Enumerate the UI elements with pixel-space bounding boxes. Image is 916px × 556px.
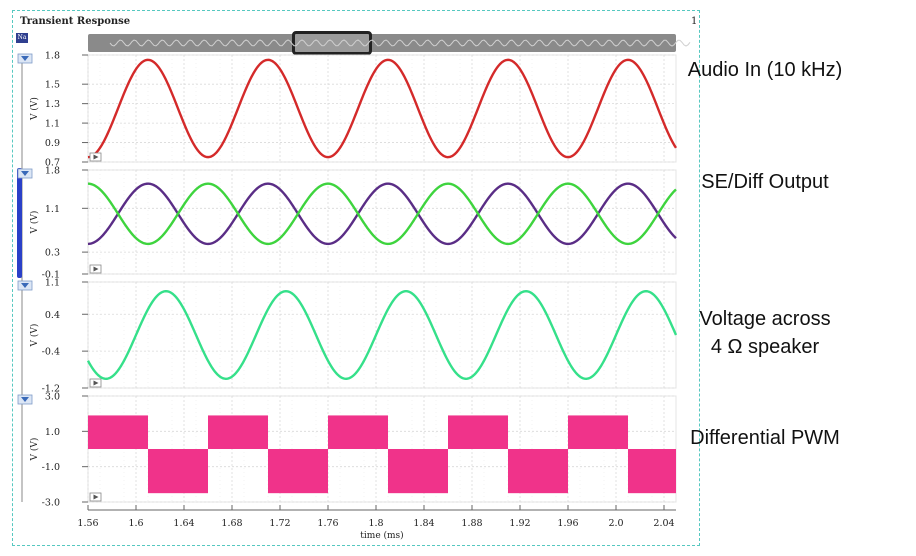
pwm-block <box>508 449 568 494</box>
y-axis-label: V (V) <box>29 324 40 348</box>
y-tick-label: 1.8 <box>45 166 60 177</box>
label-speaker-line1: Voltage across <box>699 308 831 330</box>
collapse-triangle-icon <box>21 397 29 402</box>
play-icon <box>93 266 99 272</box>
y-tick-label: -1.0 <box>42 462 60 473</box>
y-tick-label: 1.1 <box>45 204 60 215</box>
y-axis-label: V (V) <box>29 211 40 235</box>
x-tick-label: 1.68 <box>221 518 242 529</box>
pwm-block <box>88 415 148 449</box>
y-tick-label: 1.1 <box>45 119 60 130</box>
y-tick-label: 1.3 <box>45 99 60 110</box>
panel-2-area <box>87 281 677 389</box>
waveform-series-2-0 <box>86 290 678 380</box>
axis-ticks: 1.8 1.5 1.3 1.1 0.9 0.7 V (V) 1.8 1.1 0.3 -0.1 V (V… <box>17 51 676 541</box>
label-speaker-line2: 4 Ω speaker <box>710 336 820 358</box>
pwm-block <box>208 415 268 449</box>
label-se-diff-output: SE/Diff Output <box>701 171 829 193</box>
x-tick-label: 1.56 <box>77 518 98 529</box>
x-tick-label: 1.88 <box>461 518 482 529</box>
y-axis-label: V (V) <box>29 97 40 121</box>
play-icon <box>93 380 99 386</box>
pwm-block <box>448 415 508 449</box>
pwm-block <box>268 449 328 494</box>
y-tick-label: 1.8 <box>45 51 60 62</box>
pwm-block <box>628 449 676 494</box>
y-tick-label: 0.3 <box>45 248 60 259</box>
chart-frame <box>12 10 700 546</box>
y-tick-label: 1.1 <box>45 278 60 289</box>
panel-0-area <box>87 54 677 163</box>
x-tick-label: 1.64 <box>173 518 194 529</box>
x-tick-label: 1.96 <box>557 518 578 529</box>
corner-label: 1 <box>691 16 698 27</box>
y-tick-label: 1.0 <box>45 427 60 438</box>
waveforms <box>86 58 678 494</box>
waveform-series-0-0 <box>87 58 678 159</box>
x-tick-label: 1.8 <box>368 518 383 529</box>
y-axis-label: V (V) <box>29 438 40 462</box>
play-icon <box>93 154 99 160</box>
label-differential-pwm: Differential PWM <box>690 427 840 449</box>
y-tick-label: -0.1 <box>42 270 60 281</box>
collapse-triangle-icon <box>21 283 29 288</box>
pwm-block <box>568 415 628 449</box>
label-audio-in: Audio In (10 kHz) <box>687 59 843 81</box>
y-tick-label: 0.9 <box>45 138 60 149</box>
overview-waveform <box>109 39 691 47</box>
collapse-triangle-icon <box>21 56 29 61</box>
y-tick-label: 1.5 <box>45 80 60 91</box>
x-tick-label: 2.0 <box>608 518 623 529</box>
y-tick-label: -3.0 <box>42 498 60 509</box>
play-icon <box>93 494 99 500</box>
x-tick-label: 1.6 <box>128 518 143 529</box>
x-tick-label: 1.84 <box>413 518 434 529</box>
scroll-thumb <box>17 168 22 278</box>
y-tick-label: -0.4 <box>42 347 60 358</box>
y-tick-label: 0.7 <box>45 158 60 169</box>
pwm-block <box>328 415 388 449</box>
y-tick-label: 3.0 <box>45 392 60 403</box>
x-tick-label: 2.04 <box>653 518 674 529</box>
waveform-series-1-0 <box>87 182 677 246</box>
x-tick-label: 1.76 <box>317 518 338 529</box>
pwm-block <box>148 449 208 494</box>
x-axis-label: time (ms) <box>360 530 403 541</box>
window-title: Transient Response <box>20 16 131 27</box>
signal-tag[interactable]: Na <box>16 33 28 43</box>
x-tick-label: 1.72 <box>269 518 290 529</box>
x-tick-label: 1.92 <box>509 518 530 529</box>
waveform-series-1-1 <box>87 182 677 246</box>
y-tick-label: 0.4 <box>45 310 60 321</box>
collapse-triangle-icon <box>21 171 29 176</box>
y-tick-label: -1.2 <box>42 384 60 395</box>
pwm-block <box>388 449 448 494</box>
